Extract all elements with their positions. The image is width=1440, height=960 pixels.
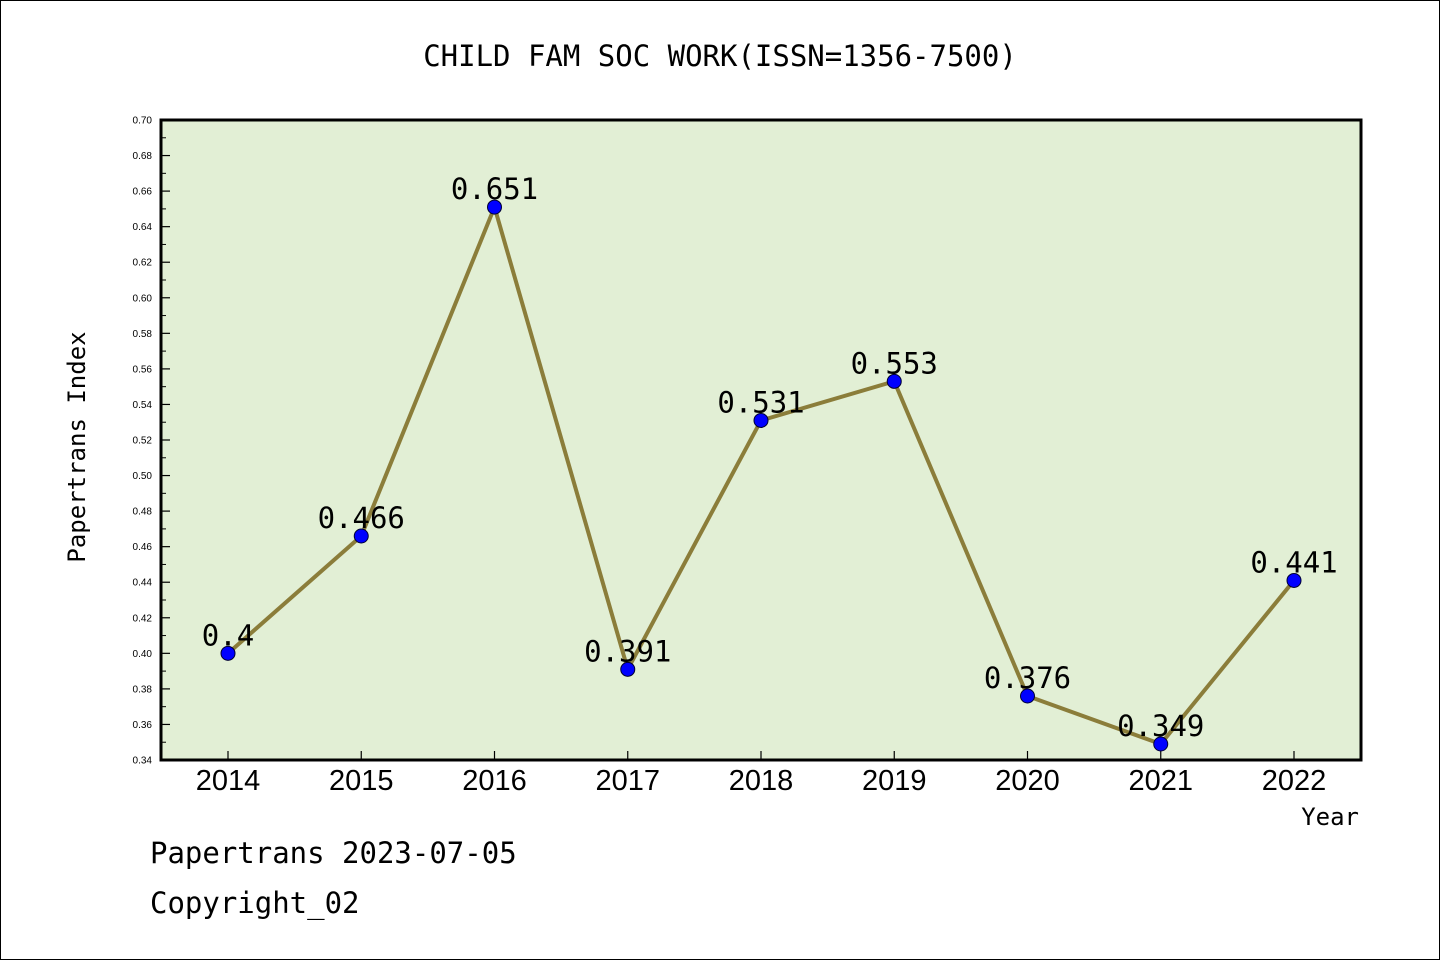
y-axis-ticks: 0.34 0.36 0.38 0.40 0.42 0.44 0.46 0.48 0.50 0.52… [133, 116, 170, 767]
x-tick-label: 2015 [329, 765, 394, 797]
data-point [220, 645, 236, 661]
data-point [487, 199, 502, 215]
data-label: 0.349 [1117, 709, 1204, 743]
y-tick-label: 0.38 [133, 684, 153, 695]
x-tick-label: 2014 [196, 765, 261, 797]
data-point [353, 528, 369, 544]
y-tick-label: 0.54 [133, 400, 153, 411]
y-axis-label: Papertrans Index [63, 331, 91, 562]
x-tick-label: 2021 [1128, 765, 1193, 797]
y-tick-label: 0.58 [133, 329, 153, 340]
data-point [1020, 688, 1035, 704]
data-label: 0.466 [318, 501, 405, 535]
y-tick-label: 0.70 [133, 116, 153, 127]
data-point [620, 661, 636, 677]
x-tick-label: 2022 [1262, 765, 1327, 797]
data-point [753, 412, 769, 428]
y-tick-label: 0.44 [133, 578, 153, 589]
x-axis-label: Year [1301, 803, 1359, 831]
y-tick-label: 0.56 [133, 364, 153, 375]
footer-date: Papertrans 2023-07-05 [150, 836, 517, 870]
x-tick-label: 2016 [462, 765, 527, 797]
series-markers [220, 199, 1302, 752]
data-point [1286, 572, 1302, 588]
y-tick-label: 0.68 [133, 151, 153, 162]
x-tick-label: 2017 [595, 765, 660, 797]
y-tick-label: 0.36 [133, 720, 153, 731]
data-point [1153, 736, 1169, 752]
x-tick-label: 2018 [729, 765, 794, 797]
data-label: 0.531 [717, 385, 804, 419]
data-label: 0.553 [851, 346, 938, 380]
x-axis-ticks: 2014 2015 2016 2017 2018 2019 2020 2021 2022 [196, 751, 1327, 797]
y-tick-label: 0.42 [133, 613, 153, 624]
data-label: 0.4 [202, 618, 254, 652]
y-tick-label: 0.34 [133, 756, 153, 767]
plot-area [159, 118, 1363, 762]
y-tick-label: 0.62 [133, 258, 153, 269]
y-tick-label: 0.48 [133, 507, 153, 518]
x-tick-label: 2019 [862, 765, 927, 797]
y-tick-label: 0.66 [133, 187, 153, 198]
data-label: 0.376 [984, 661, 1071, 695]
y-tick-label: 0.60 [133, 293, 153, 304]
footer-copyright: Copyright_02 [150, 886, 360, 920]
data-label: 0.441 [1250, 545, 1337, 579]
data-label: 0.651 [451, 172, 538, 206]
data-label: 0.391 [584, 634, 671, 668]
data-labels: 0.4 0.466 0.651 0.391 0.531 0.553 0.376 0.349 0.… [202, 172, 1338, 743]
y-tick-label: 0.52 [133, 436, 153, 447]
y-tick-label: 0.46 [133, 542, 153, 553]
y-tick-label: 0.50 [133, 471, 153, 482]
chart-title: CHILD FAM SOC WORK(ISSN=1356-7500) [423, 39, 1017, 73]
data-point [886, 373, 902, 389]
y-tick-label: 0.40 [133, 649, 153, 660]
x-tick-label: 2020 [995, 765, 1060, 797]
y-tick-label: 0.64 [133, 222, 153, 233]
